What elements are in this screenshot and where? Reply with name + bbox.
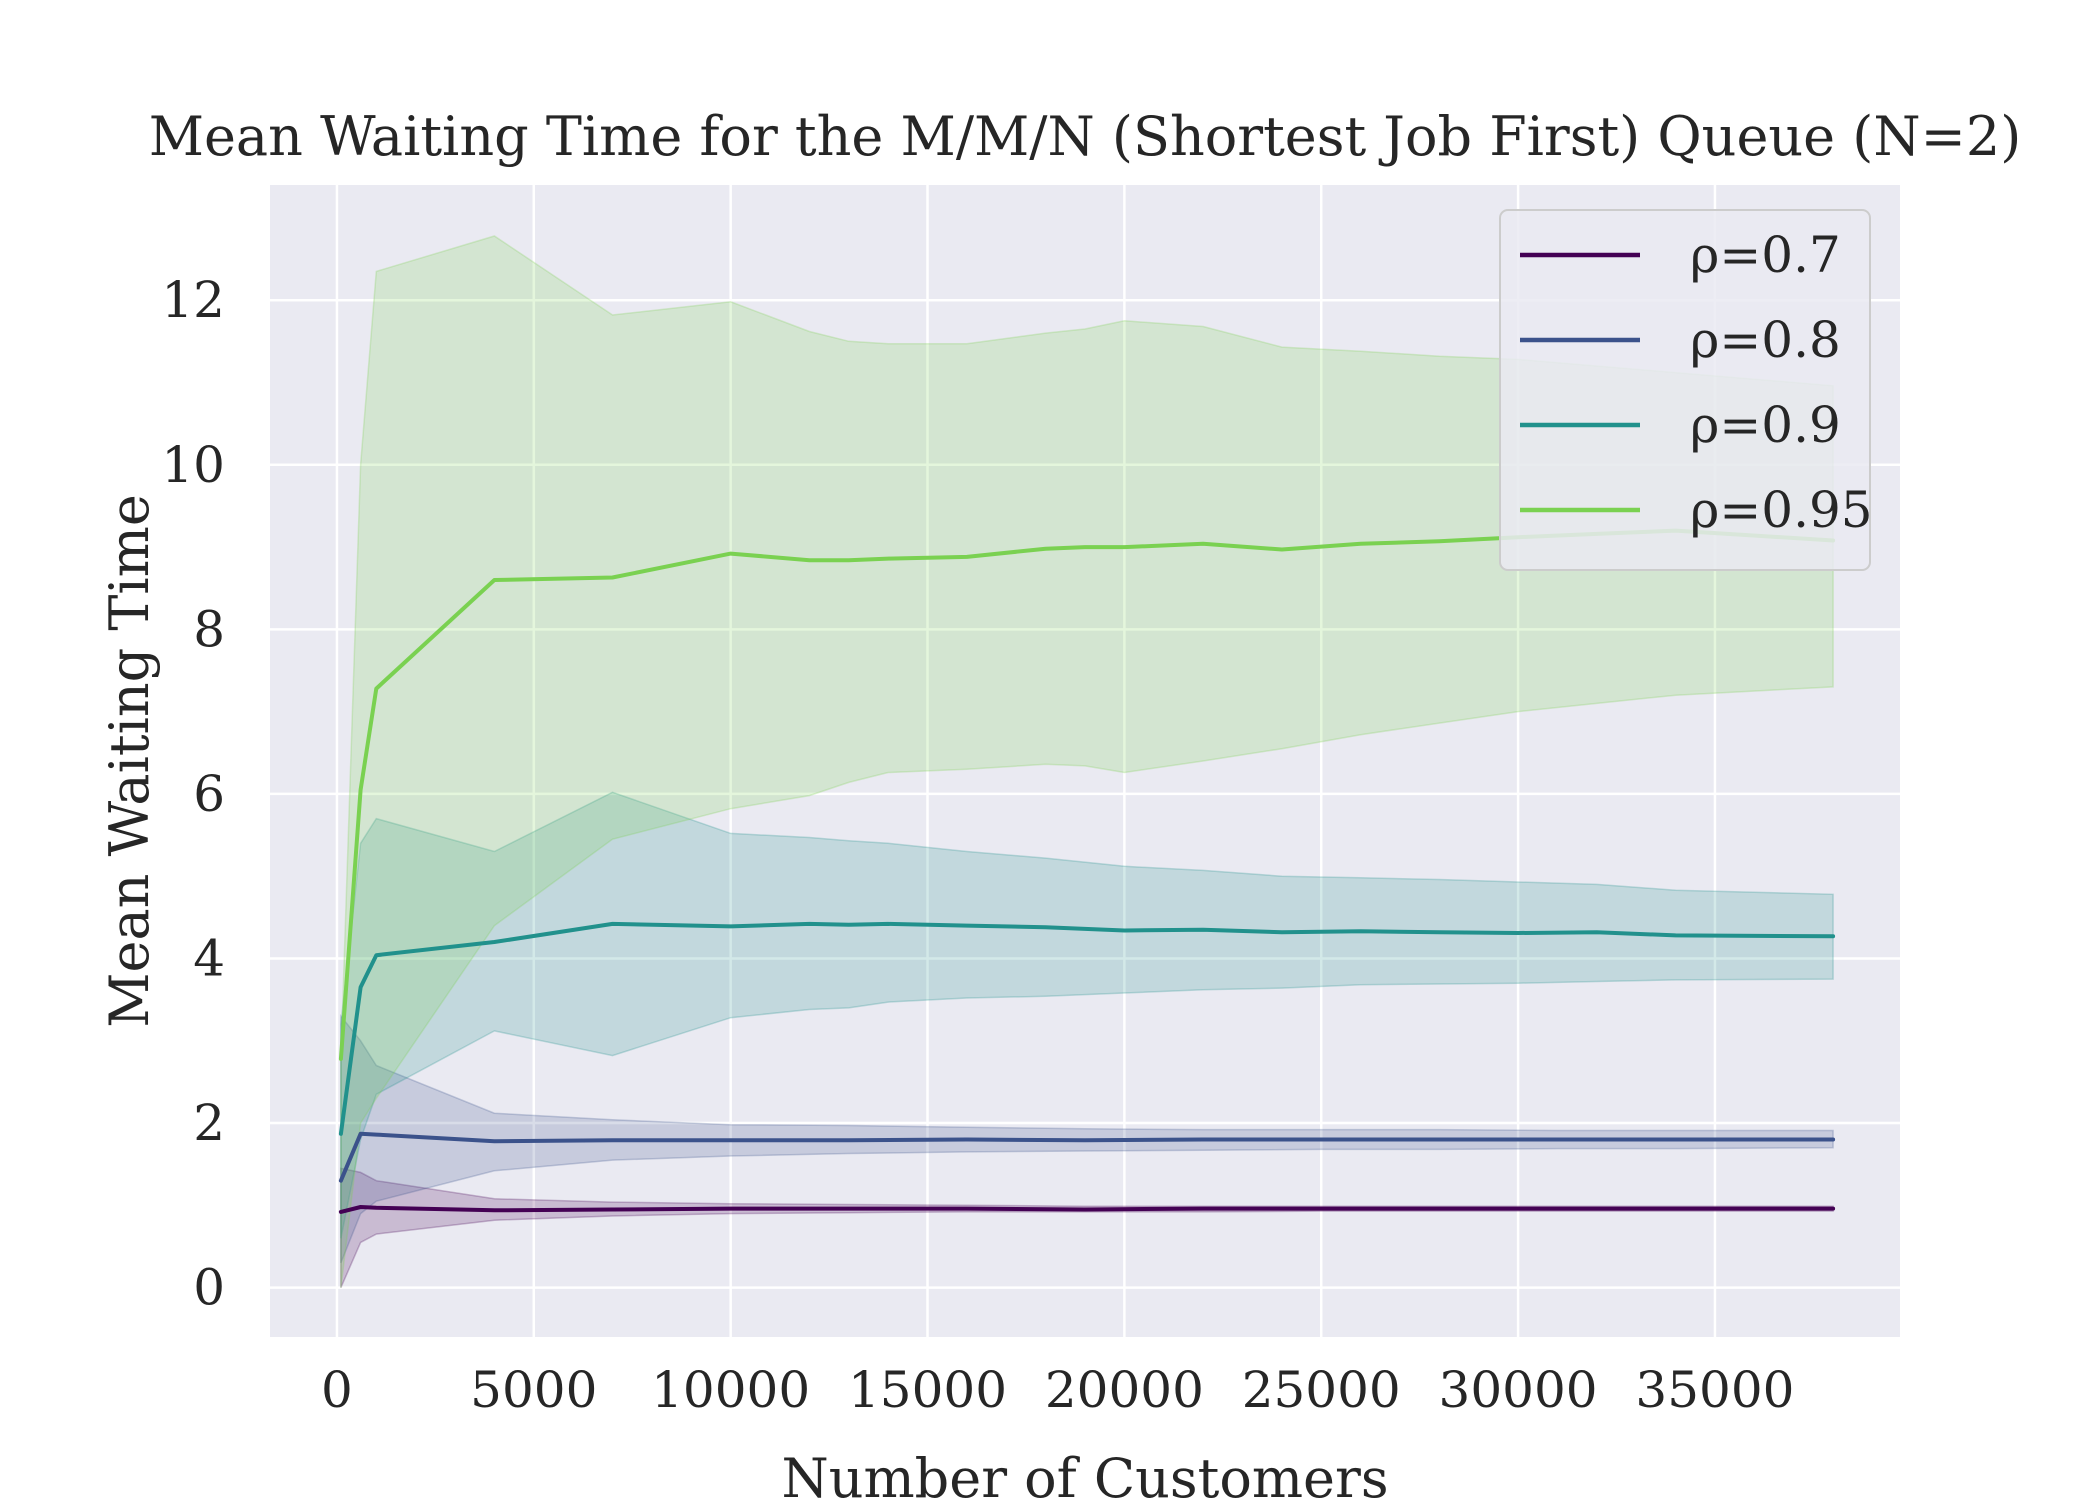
y-axis-label: Mean Waiting Time bbox=[98, 494, 161, 1028]
legend-label-1: ρ=0.7 bbox=[1690, 226, 1841, 284]
chart-title: Mean Waiting Time for the M/M/N (Shortes… bbox=[149, 105, 2022, 168]
legend-label-4: ρ=0.95 bbox=[1690, 481, 1873, 539]
x-tick-label: 15000 bbox=[848, 1361, 1007, 1419]
series-line-2 bbox=[338, 1131, 1836, 1183]
x-tick-label: 10000 bbox=[651, 1361, 810, 1419]
x-tick-label: 20000 bbox=[1045, 1361, 1204, 1419]
confidence-band-series-1 bbox=[340, 1167, 1834, 1288]
y-tick-label: 0 bbox=[193, 1259, 225, 1317]
series-lines bbox=[338, 528, 1836, 1214]
series-line-4 bbox=[338, 528, 1836, 1061]
series-line-3 bbox=[338, 921, 1836, 1136]
x-axis-label: Number of Customers bbox=[781, 1447, 1388, 1500]
y-tick-label: 10 bbox=[161, 436, 225, 494]
legend-label-2: ρ=0.8 bbox=[1690, 311, 1841, 369]
y-tick-label: 12 bbox=[161, 271, 225, 329]
y-axis-ticks: 0 2 4 6 8 10 12 bbox=[161, 271, 225, 1316]
y-tick-label: 6 bbox=[193, 765, 225, 823]
x-tick-label: 35000 bbox=[1635, 1361, 1794, 1419]
x-axis-ticks: 0 5000 10000 15000 20000 25000 30000 35000 bbox=[321, 1361, 1794, 1419]
x-tick-label: 25000 bbox=[1242, 1361, 1401, 1419]
y-tick-label: 8 bbox=[193, 600, 225, 658]
x-tick-label: 0 bbox=[321, 1361, 353, 1419]
legend: ρ=0.7 ρ=0.8 ρ=0.9 ρ=0.95 bbox=[1499, 209, 1873, 571]
confidence-band-series-4 bbox=[340, 235, 1834, 1288]
y-tick-label: 2 bbox=[193, 1094, 225, 1152]
series-line-1 bbox=[338, 1205, 1836, 1214]
x-tick-label: 30000 bbox=[1439, 1361, 1598, 1419]
legend-label-3: ρ=0.9 bbox=[1690, 396, 1841, 454]
legend-box bbox=[1499, 209, 1871, 571]
confidence-band-series-3 bbox=[340, 791, 1834, 1239]
y-tick-label: 4 bbox=[193, 929, 225, 987]
x-tick-label: 5000 bbox=[470, 1361, 597, 1419]
